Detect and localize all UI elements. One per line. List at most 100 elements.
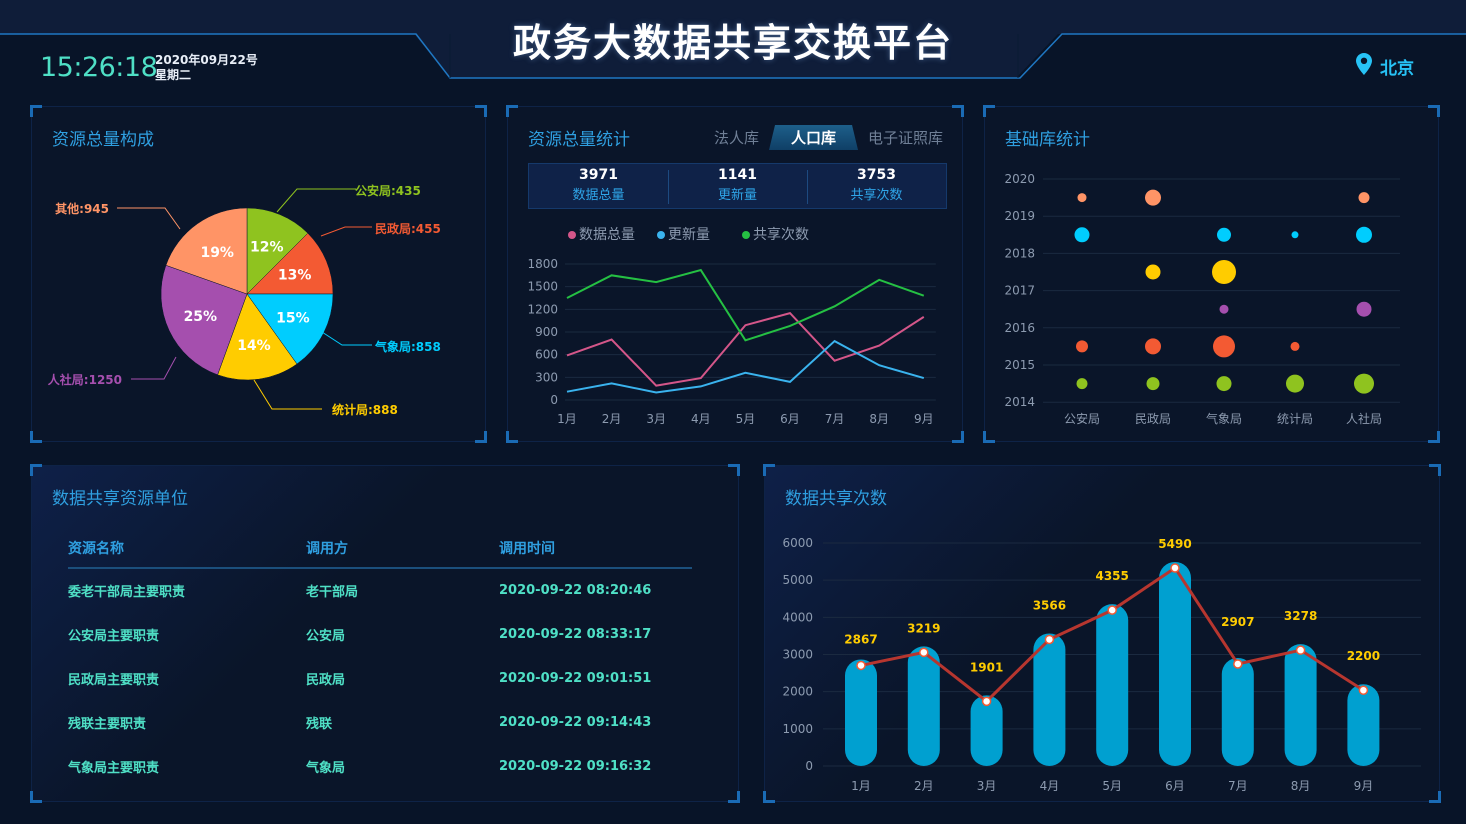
table-cell: 残联主要职责 — [68, 716, 147, 732]
bar[interactable] — [1284, 644, 1317, 766]
slice-label: 气象局:858 — [374, 339, 441, 354]
x-tick: 7月 — [1228, 779, 1248, 793]
y-tick: 0 — [550, 393, 558, 407]
bar[interactable] — [1159, 561, 1191, 766]
bubble[interactable] — [1290, 341, 1300, 351]
bubble[interactable] — [1219, 304, 1229, 314]
trend-point[interactable] — [1170, 563, 1180, 573]
trend-point[interactable] — [981, 696, 992, 707]
bubble[interactable] — [1076, 378, 1088, 390]
bubble[interactable] — [1213, 335, 1235, 358]
location-label: 北京 — [1380, 59, 1414, 79]
slice-percent: 19% — [200, 245, 234, 261]
bubble[interactable] — [1076, 340, 1088, 353]
slice-percent: 25% — [184, 309, 218, 325]
pie-slice[interactable] — [246, 207, 309, 295]
data-label: 3566 — [1033, 598, 1066, 612]
trend-point[interactable] — [1233, 659, 1243, 669]
x-tick: 1月 — [557, 412, 577, 426]
stat-value: 1141 — [718, 167, 757, 183]
table-cell: 2020-09-22 08:20:46 — [499, 583, 652, 598]
legend-item[interactable]: 数据总量 — [568, 224, 635, 244]
x-tick: 统计局 — [1277, 412, 1313, 426]
pie-slice[interactable] — [217, 293, 298, 381]
panel-title: 资源总量统计 — [528, 130, 630, 150]
stat-value: 3971 — [579, 167, 618, 183]
bar[interactable] — [970, 695, 1003, 766]
x-tick: 7月 — [825, 412, 845, 426]
page-title: 政务大数据共享交换平台 — [512, 21, 953, 65]
pie-slice[interactable] — [160, 264, 248, 376]
summary-stats: 3971 数据总量 1141 更新量 3753 共享次数 — [528, 163, 947, 209]
y-tick: 5000 — [782, 573, 813, 587]
slice-label: 统计局:888 — [332, 402, 398, 417]
line-series[interactable] — [566, 311, 925, 387]
trend-point[interactable] — [919, 647, 929, 658]
pie-slice[interactable] — [246, 232, 334, 295]
bubble[interactable] — [1212, 260, 1236, 284]
table-cell: 2020-09-22 09:01:51 — [499, 670, 652, 686]
x-tick: 2月 — [602, 412, 622, 426]
x-tick: 2月 — [914, 779, 934, 793]
bar[interactable] — [907, 646, 940, 766]
bubble[interactable] — [1356, 301, 1372, 317]
bar[interactable] — [1033, 633, 1066, 766]
bubble[interactable] — [1145, 264, 1161, 280]
y-tick: 6000 — [782, 536, 813, 550]
x-tick: 8月 — [869, 412, 889, 426]
x-tick: 9月 — [914, 412, 934, 426]
trend-point[interactable] — [1044, 634, 1055, 645]
location[interactable]: 北京 — [1356, 53, 1414, 80]
bar[interactable] — [845, 659, 877, 766]
legend-item[interactable]: 更新量 — [657, 224, 710, 244]
tab-population[interactable]: 人口库 — [769, 125, 858, 150]
bubble[interactable] — [1217, 227, 1231, 242]
data-label: 2867 — [844, 632, 877, 646]
line-series[interactable] — [566, 268, 925, 342]
table-row[interactable]: 民政局主要职责 民政局 2020-09-22 09:01:51 — [68, 656, 692, 700]
bar[interactable] — [1096, 604, 1129, 766]
bubble[interactable] — [1145, 338, 1161, 355]
y-tick: 1200 — [527, 302, 558, 316]
trend-point[interactable] — [856, 660, 866, 671]
slice-percent: 15% — [276, 311, 310, 327]
table-row[interactable]: 气象局主要职责 气象局 2020-09-22 09:16:32 — [68, 744, 692, 788]
slice-label: 民政局:455 — [375, 221, 441, 236]
data-label: 3278 — [1284, 609, 1317, 623]
line-series[interactable] — [566, 339, 925, 394]
pie-slice[interactable] — [165, 207, 248, 295]
bubble[interactable] — [1358, 192, 1370, 204]
panel-share-units: 数据共享资源单位 资源名称 调用方 调用时间 委老干部局主要职责 老干部局 2020… — [30, 464, 740, 803]
y-tick: 1500 — [527, 280, 558, 294]
bubble[interactable] — [1291, 231, 1299, 239]
y-tick: 4000 — [782, 610, 813, 624]
tab-e-license[interactable]: 电子证照库 — [868, 129, 944, 147]
table-cell: 2020-09-22 09:16:32 — [499, 758, 652, 774]
table-row[interactable]: 委老干部局主要职责 老干部局 2020-09-22 08:20:46 — [68, 568, 692, 612]
bubble[interactable] — [1216, 376, 1232, 392]
y-tick: 0 — [805, 759, 813, 773]
table-cell: 气象局主要职责 — [68, 760, 160, 776]
bar[interactable] — [1347, 684, 1380, 766]
x-tick: 4月 — [1040, 779, 1060, 793]
trend-point[interactable] — [1107, 605, 1117, 615]
bar[interactable] — [1221, 657, 1254, 766]
trend-point[interactable] — [1295, 645, 1306, 655]
bubble[interactable] — [1356, 226, 1372, 243]
bubble[interactable] — [1145, 189, 1161, 206]
data-label: 2200 — [1347, 649, 1380, 663]
bubble[interactable] — [1146, 377, 1160, 391]
data-label: 1901 — [970, 660, 1003, 674]
table-row[interactable]: 残联主要职责 残联 2020-09-22 09:14:43 — [68, 700, 692, 744]
bubble[interactable] — [1286, 374, 1304, 393]
bubble[interactable] — [1354, 373, 1374, 394]
bubble[interactable] — [1077, 193, 1087, 203]
x-tick: 9月 — [1354, 779, 1374, 793]
legend-item[interactable]: 共享次数 — [742, 224, 809, 244]
bubble[interactable] — [1074, 227, 1090, 243]
tab-legal-person[interactable]: 法人库 — [714, 129, 760, 147]
table-row[interactable]: 公安局主要职责 公安局 2020-09-22 08:33:17 — [68, 612, 692, 656]
library-tabs: 法人库 人口库 电子证照库 — [704, 125, 953, 150]
trend-point[interactable] — [1358, 685, 1369, 695]
line-legend: 数据总量 更新量 共享次数 — [568, 224, 809, 244]
